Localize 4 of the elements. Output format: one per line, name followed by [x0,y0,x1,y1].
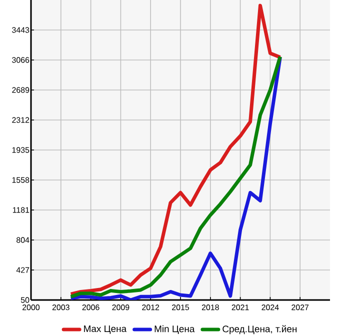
legend-label: Min Цена [154,325,195,334]
legend-label: Сред.Цена, т.йен [222,325,297,334]
line-series [69,4,282,296]
legend-label: Max Цена [84,325,127,334]
